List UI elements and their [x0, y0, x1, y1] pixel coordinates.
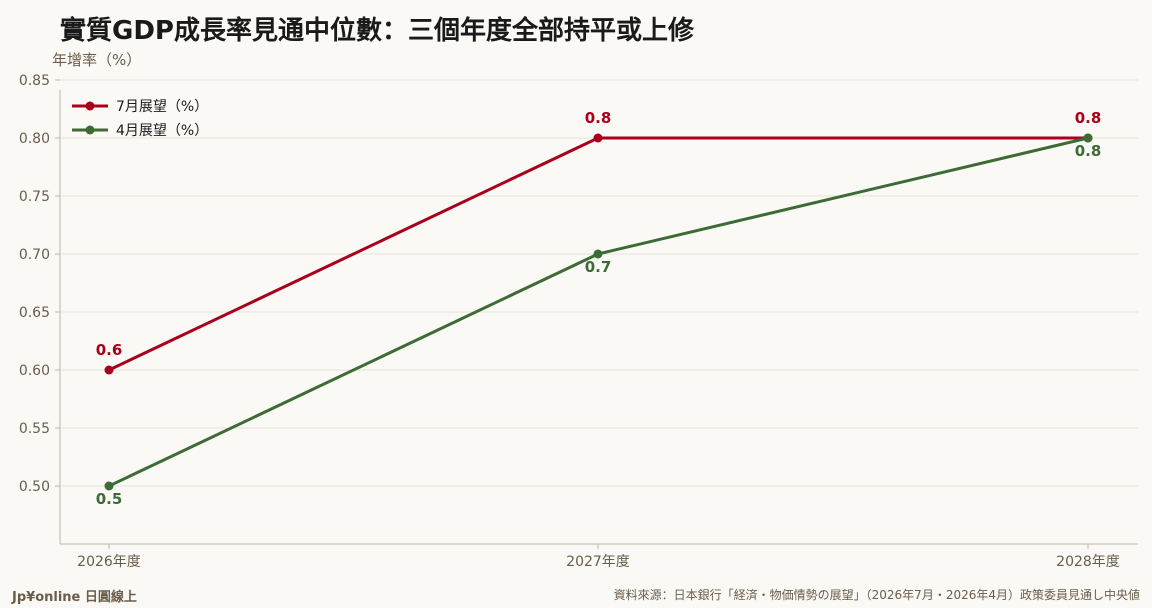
- y-tick-label: 0.55: [19, 421, 50, 437]
- y-tick-label: 0.65: [19, 305, 50, 321]
- chart-title: 實質GDP成長率見通中位數：三個年度全部持平或上修: [60, 16, 694, 46]
- x-tick-label: 2027年度: [566, 554, 630, 570]
- y-tick-label: 0.70: [19, 247, 50, 263]
- y-tick-label: 0.85: [19, 73, 50, 89]
- data-label: 0.8: [1075, 142, 1102, 160]
- axes: [59, 90, 1138, 545]
- data-label: 0.5: [96, 490, 123, 508]
- legend-label: 4月展望（%）: [116, 123, 208, 139]
- data-point: [593, 133, 603, 143]
- legend-swatch-marker: [85, 125, 95, 135]
- data-point: [104, 481, 114, 491]
- x-tick-label: 2026年度: [77, 554, 141, 570]
- data-point: [1083, 133, 1093, 143]
- x-axis-ticks: 2026年度 2027年度 2028年度: [77, 544, 1120, 570]
- y-axis-label: 年增率（%）: [52, 51, 141, 69]
- data-label: 0.6: [96, 341, 123, 359]
- legend: 7月展望（%） 4月展望（%）: [72, 99, 208, 139]
- y-tick-label: 0.80: [19, 131, 50, 147]
- data-point: [593, 249, 603, 259]
- y-tick-label: 0.50: [19, 479, 50, 495]
- data-label: 0.7: [585, 258, 612, 276]
- data-label: 0.8: [585, 109, 612, 127]
- y-tick-label: 0.60: [19, 363, 50, 379]
- legend-label: 7月展望（%）: [116, 99, 208, 115]
- x-tick-label: 2028年度: [1056, 554, 1120, 570]
- data-point: [104, 365, 114, 375]
- source-note: 資料來源：日本銀行「経済・物価情勢の展望」（2026年7月・2026年4月）政策…: [613, 588, 1140, 602]
- data-label: 0.8: [1075, 109, 1102, 127]
- legend-swatch-marker: [85, 101, 95, 111]
- series-lines: 0.6 0.8 0.8 0.5 0.7 0.8: [96, 109, 1102, 508]
- brand-label: Jp¥online 日圓線上: [12, 590, 137, 605]
- y-tick-label: 0.75: [19, 189, 50, 205]
- y-axis-ticks: 0.50 0.55 0.60 0.65 0.70 0.75 0.80 0.85: [19, 73, 60, 495]
